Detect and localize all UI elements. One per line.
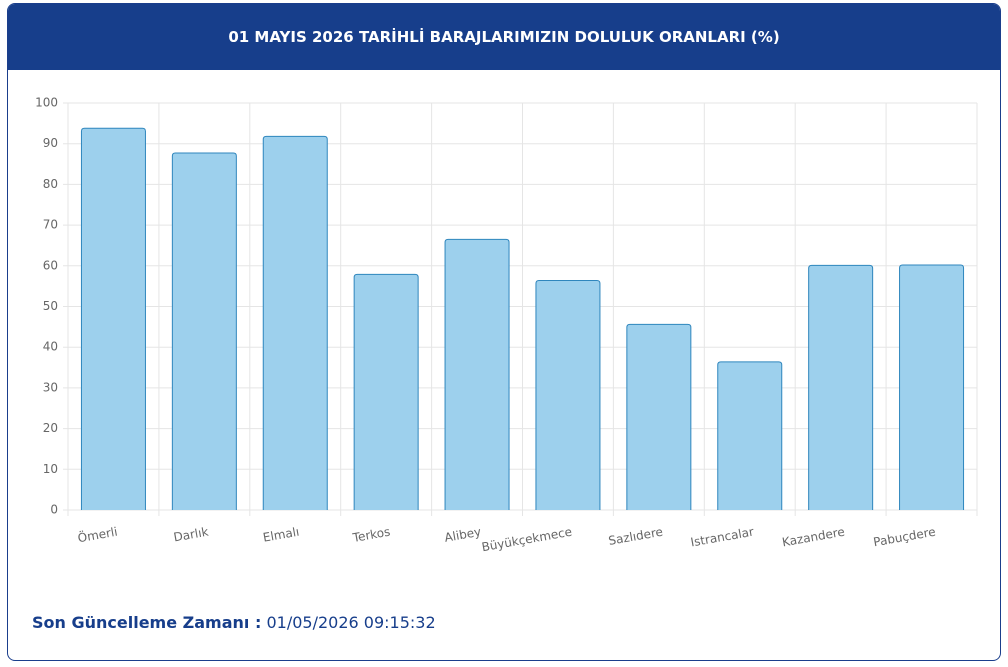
y-tick-label: 0 [50, 503, 58, 517]
bar [717, 361, 783, 510]
x-tick-label: Büyükçekmece [481, 525, 574, 555]
header: 01 MAYIS 2026 TARİHLİ BARAJLARIMIZIN DOL… [8, 4, 1000, 70]
bar [262, 135, 328, 510]
footer: Son Güncelleme Zamanı : 01/05/2026 09:15… [32, 613, 436, 632]
x-tick-label: Terkos [351, 525, 392, 546]
y-tick-label: 70 [43, 218, 58, 232]
x-tick-label: Istrancalar [689, 525, 754, 550]
y-tick-label: 90 [43, 136, 58, 150]
x-tick-label: Pabuçdere [872, 525, 936, 550]
bar [444, 238, 510, 510]
x-tick-label: Sazlıdere [607, 525, 664, 548]
bar [171, 152, 237, 510]
y-tick-label: 60 [43, 258, 58, 272]
bar [899, 264, 965, 510]
y-tick-label: 50 [43, 299, 58, 313]
x-tick-label: Darlık [172, 525, 209, 545]
bar [535, 279, 601, 510]
bar [353, 273, 419, 510]
y-tick-label: 20 [43, 421, 58, 435]
y-tick-label: 100 [35, 96, 58, 110]
chart-title: 01 MAYIS 2026 TARİHLİ BARAJLARIMIZIN DOL… [228, 28, 780, 46]
y-tick-label: 10 [43, 462, 58, 476]
x-tick-label: Kazandere [781, 525, 846, 550]
bar [80, 127, 146, 510]
footer-label: Son Güncelleme Zamanı : [32, 613, 262, 632]
x-tick-label: Alibey [443, 525, 482, 545]
y-tick-label: 40 [43, 340, 58, 354]
footer-value: 01/05/2026 09:15:32 [266, 613, 436, 632]
x-tick-label: Elmalı [262, 525, 301, 545]
y-tick-label: 80 [43, 177, 58, 191]
y-tick-label: 30 [43, 380, 58, 394]
x-tick-label: Ömerli [76, 523, 118, 546]
bar [808, 264, 874, 510]
card: 01 MAYIS 2026 TARİHLİ BARAJLARIMIZIN DOL… [7, 3, 1001, 661]
bar [626, 323, 692, 510]
